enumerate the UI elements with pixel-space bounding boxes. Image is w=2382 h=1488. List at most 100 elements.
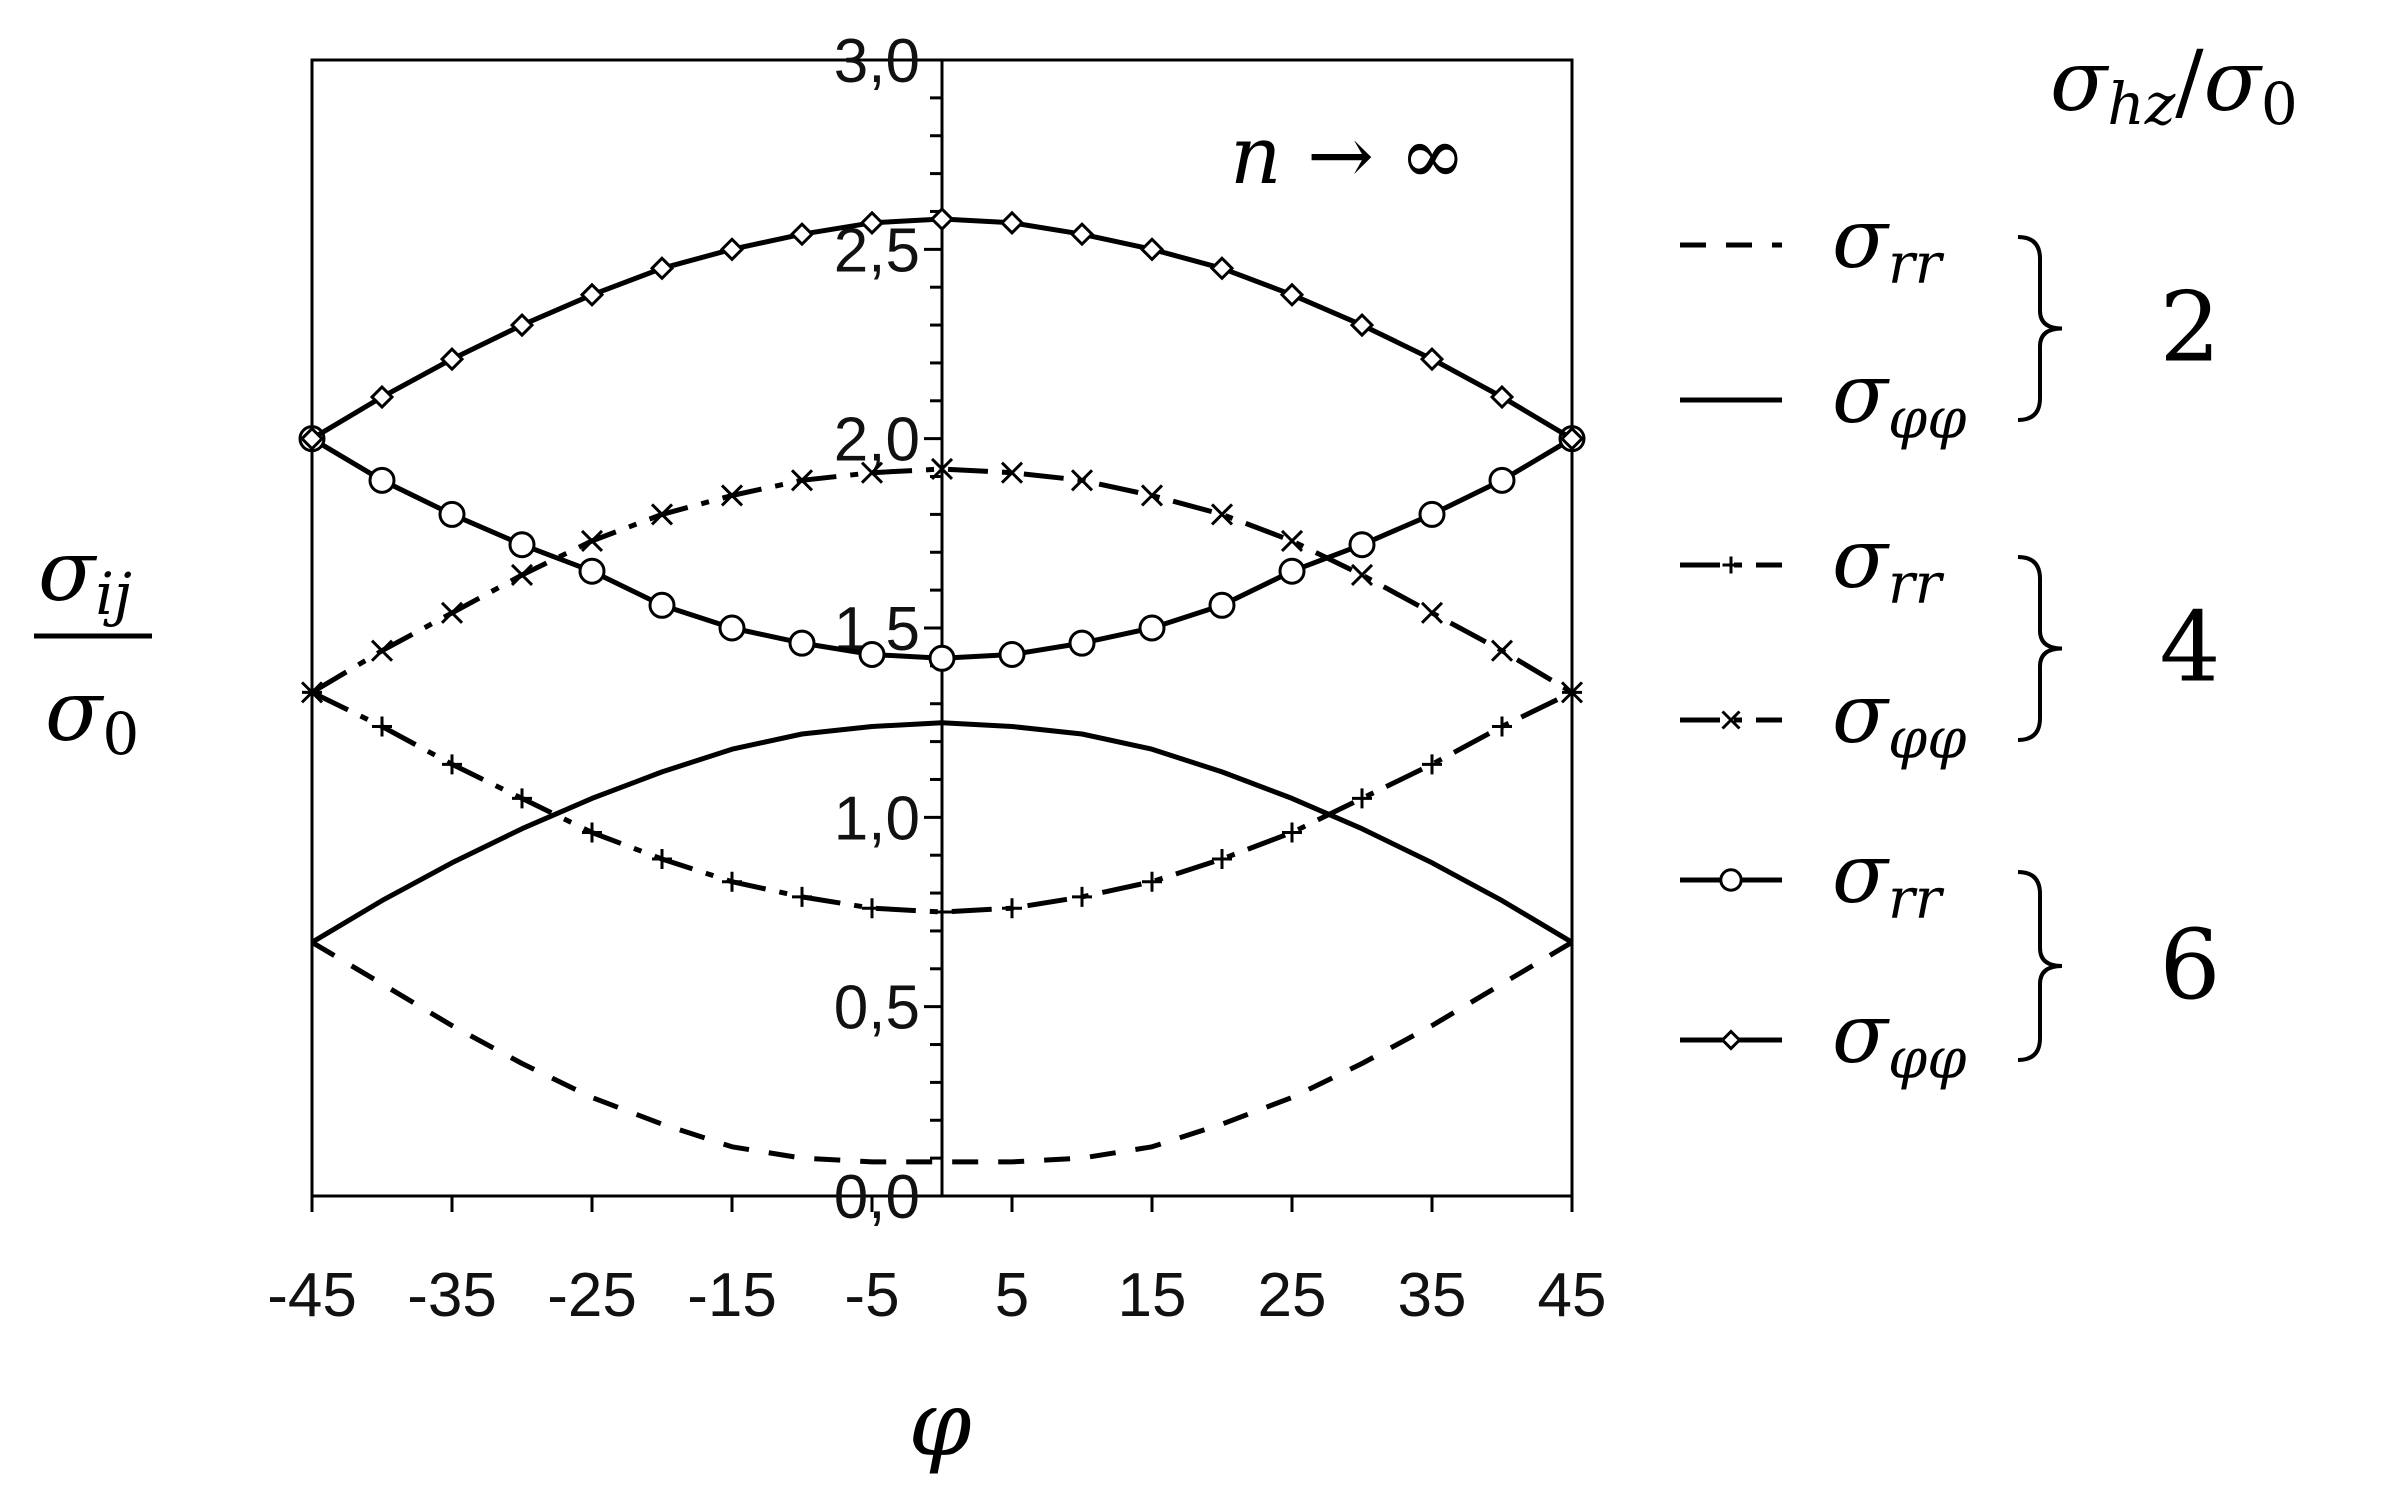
marker-x [300, 681, 324, 704]
marker-circle [438, 500, 466, 528]
marker-diamond [1139, 237, 1165, 262]
marker-x [370, 639, 394, 662]
marker-plus [582, 822, 602, 843]
marker-x [790, 469, 814, 492]
marker-circle [998, 641, 1026, 669]
legend-title-num: σ [2050, 32, 2110, 130]
marker-x [1490, 639, 1514, 662]
marker-diamond [1349, 312, 1375, 338]
legend-entry: σrr [1680, 827, 1945, 932]
x-tick-label: -5 [844, 1261, 899, 1330]
x-tick-label: 25 [1258, 1261, 1327, 1330]
legend-brace [2017, 235, 2063, 422]
legend-title-den-sub: 0 [2261, 70, 2298, 138]
marker-x [650, 503, 674, 526]
svg-text:σij: σij [38, 522, 132, 628]
marker-plus [1282, 822, 1302, 843]
marker-plus [792, 886, 812, 907]
marker-x [1350, 563, 1374, 587]
legend-group-6: σrr σφφ 6 [1680, 827, 2221, 1092]
marker-circle [1418, 500, 1446, 528]
marker-diamond [789, 222, 815, 247]
marker-circle [1068, 629, 1096, 657]
legend-brace [2017, 870, 2063, 1062]
series-4-rr [302, 682, 1582, 922]
marker-diamond [1279, 282, 1305, 307]
y-label-numerator-sub: ij [95, 560, 132, 628]
series-line [310, 720, 1574, 945]
marker-plus [1352, 788, 1372, 809]
marker-x [1000, 461, 1024, 484]
x-tick-label: 5 [995, 1261, 1029, 1330]
marker-diamond [649, 256, 675, 281]
legend-title-num-sub: hz [2107, 70, 2175, 138]
marker-x [720, 484, 744, 507]
marker-diamond [1559, 426, 1585, 451]
legend-subscript: φφ [1888, 387, 1966, 452]
legend-brace [2017, 555, 2063, 742]
series-2-rr [310, 940, 1574, 1165]
marker-x [1140, 484, 1164, 507]
x-tick-label: 35 [1398, 1261, 1467, 1330]
marker-diamond [579, 282, 605, 307]
legend-symbol: σ [1832, 192, 1890, 287]
x-ticks: -45 -35 -25 -15 -5 5 15 25 35 45 [267, 1196, 1606, 1330]
marker-diamond [999, 210, 1025, 235]
marker-diamond [509, 312, 535, 338]
legend-group-label: 2 [2159, 272, 2220, 384]
legend-entry-label: σrr [1832, 192, 1945, 297]
marker-x [860, 461, 884, 484]
x-tick-label: 45 [1538, 1261, 1607, 1330]
marker-plus [1142, 871, 1162, 892]
legend-entry-label: σrr [1832, 827, 1945, 932]
x-tick-label: -35 [407, 1261, 497, 1330]
legend-subscript: φφ [1888, 1027, 1966, 1092]
marker-plus [512, 788, 532, 809]
legend-entry: σφφ [1680, 347, 1966, 452]
x-tick-label: -25 [547, 1261, 637, 1330]
marker-circle [1208, 591, 1236, 619]
x-tick-label: 15 [1118, 1261, 1187, 1330]
marker-plus [1212, 848, 1232, 869]
series-line [310, 940, 1574, 1165]
marker-plus [932, 902, 952, 922]
marker-x [580, 529, 604, 552]
marker-circle [1488, 466, 1516, 494]
legend-subscript: rr [1888, 867, 1945, 932]
marker-circle [1278, 557, 1306, 585]
marker-x [440, 601, 464, 624]
marker-diamond [1720, 1029, 1742, 1051]
series-4-phiphi [300, 457, 1584, 704]
marker-plus [372, 716, 392, 737]
annotation-n-infinity: n → ∞ [1230, 109, 1466, 202]
marker-x [1070, 469, 1094, 492]
x-tick-label: -15 [687, 1261, 777, 1330]
marker-circle [788, 629, 816, 657]
legend-symbol: σ [1832, 667, 1890, 762]
legend-symbol: σ [1832, 987, 1890, 1082]
marker-x [930, 457, 954, 481]
marker-diamond [1209, 256, 1235, 281]
legend-subscript: rr [1888, 552, 1945, 617]
marker-x [1280, 529, 1304, 552]
marker-plus [722, 871, 742, 892]
y-label-numerator: σ [38, 522, 98, 620]
legend-group-label: 4 [2159, 592, 2220, 704]
legend-title: σhz/σ0 [2050, 32, 2298, 138]
marker-x [1560, 681, 1584, 704]
y-tick-label: 0,0 [834, 1163, 920, 1232]
marker-circle [1719, 868, 1743, 892]
y-label-denominator-sub: 0 [102, 700, 139, 768]
marker-plus [1002, 898, 1022, 919]
legend-group-label: 6 [2159, 909, 2220, 1021]
marker-circle [578, 557, 606, 585]
x-tick-label: -45 [267, 1261, 357, 1330]
marker-x [510, 563, 534, 587]
marker-x [1420, 601, 1444, 624]
legend-symbol: σ [1832, 512, 1890, 607]
series-6-phiphi [299, 206, 1585, 451]
legend-entry: σrr [1680, 512, 1945, 617]
marker-plus [1422, 754, 1442, 775]
